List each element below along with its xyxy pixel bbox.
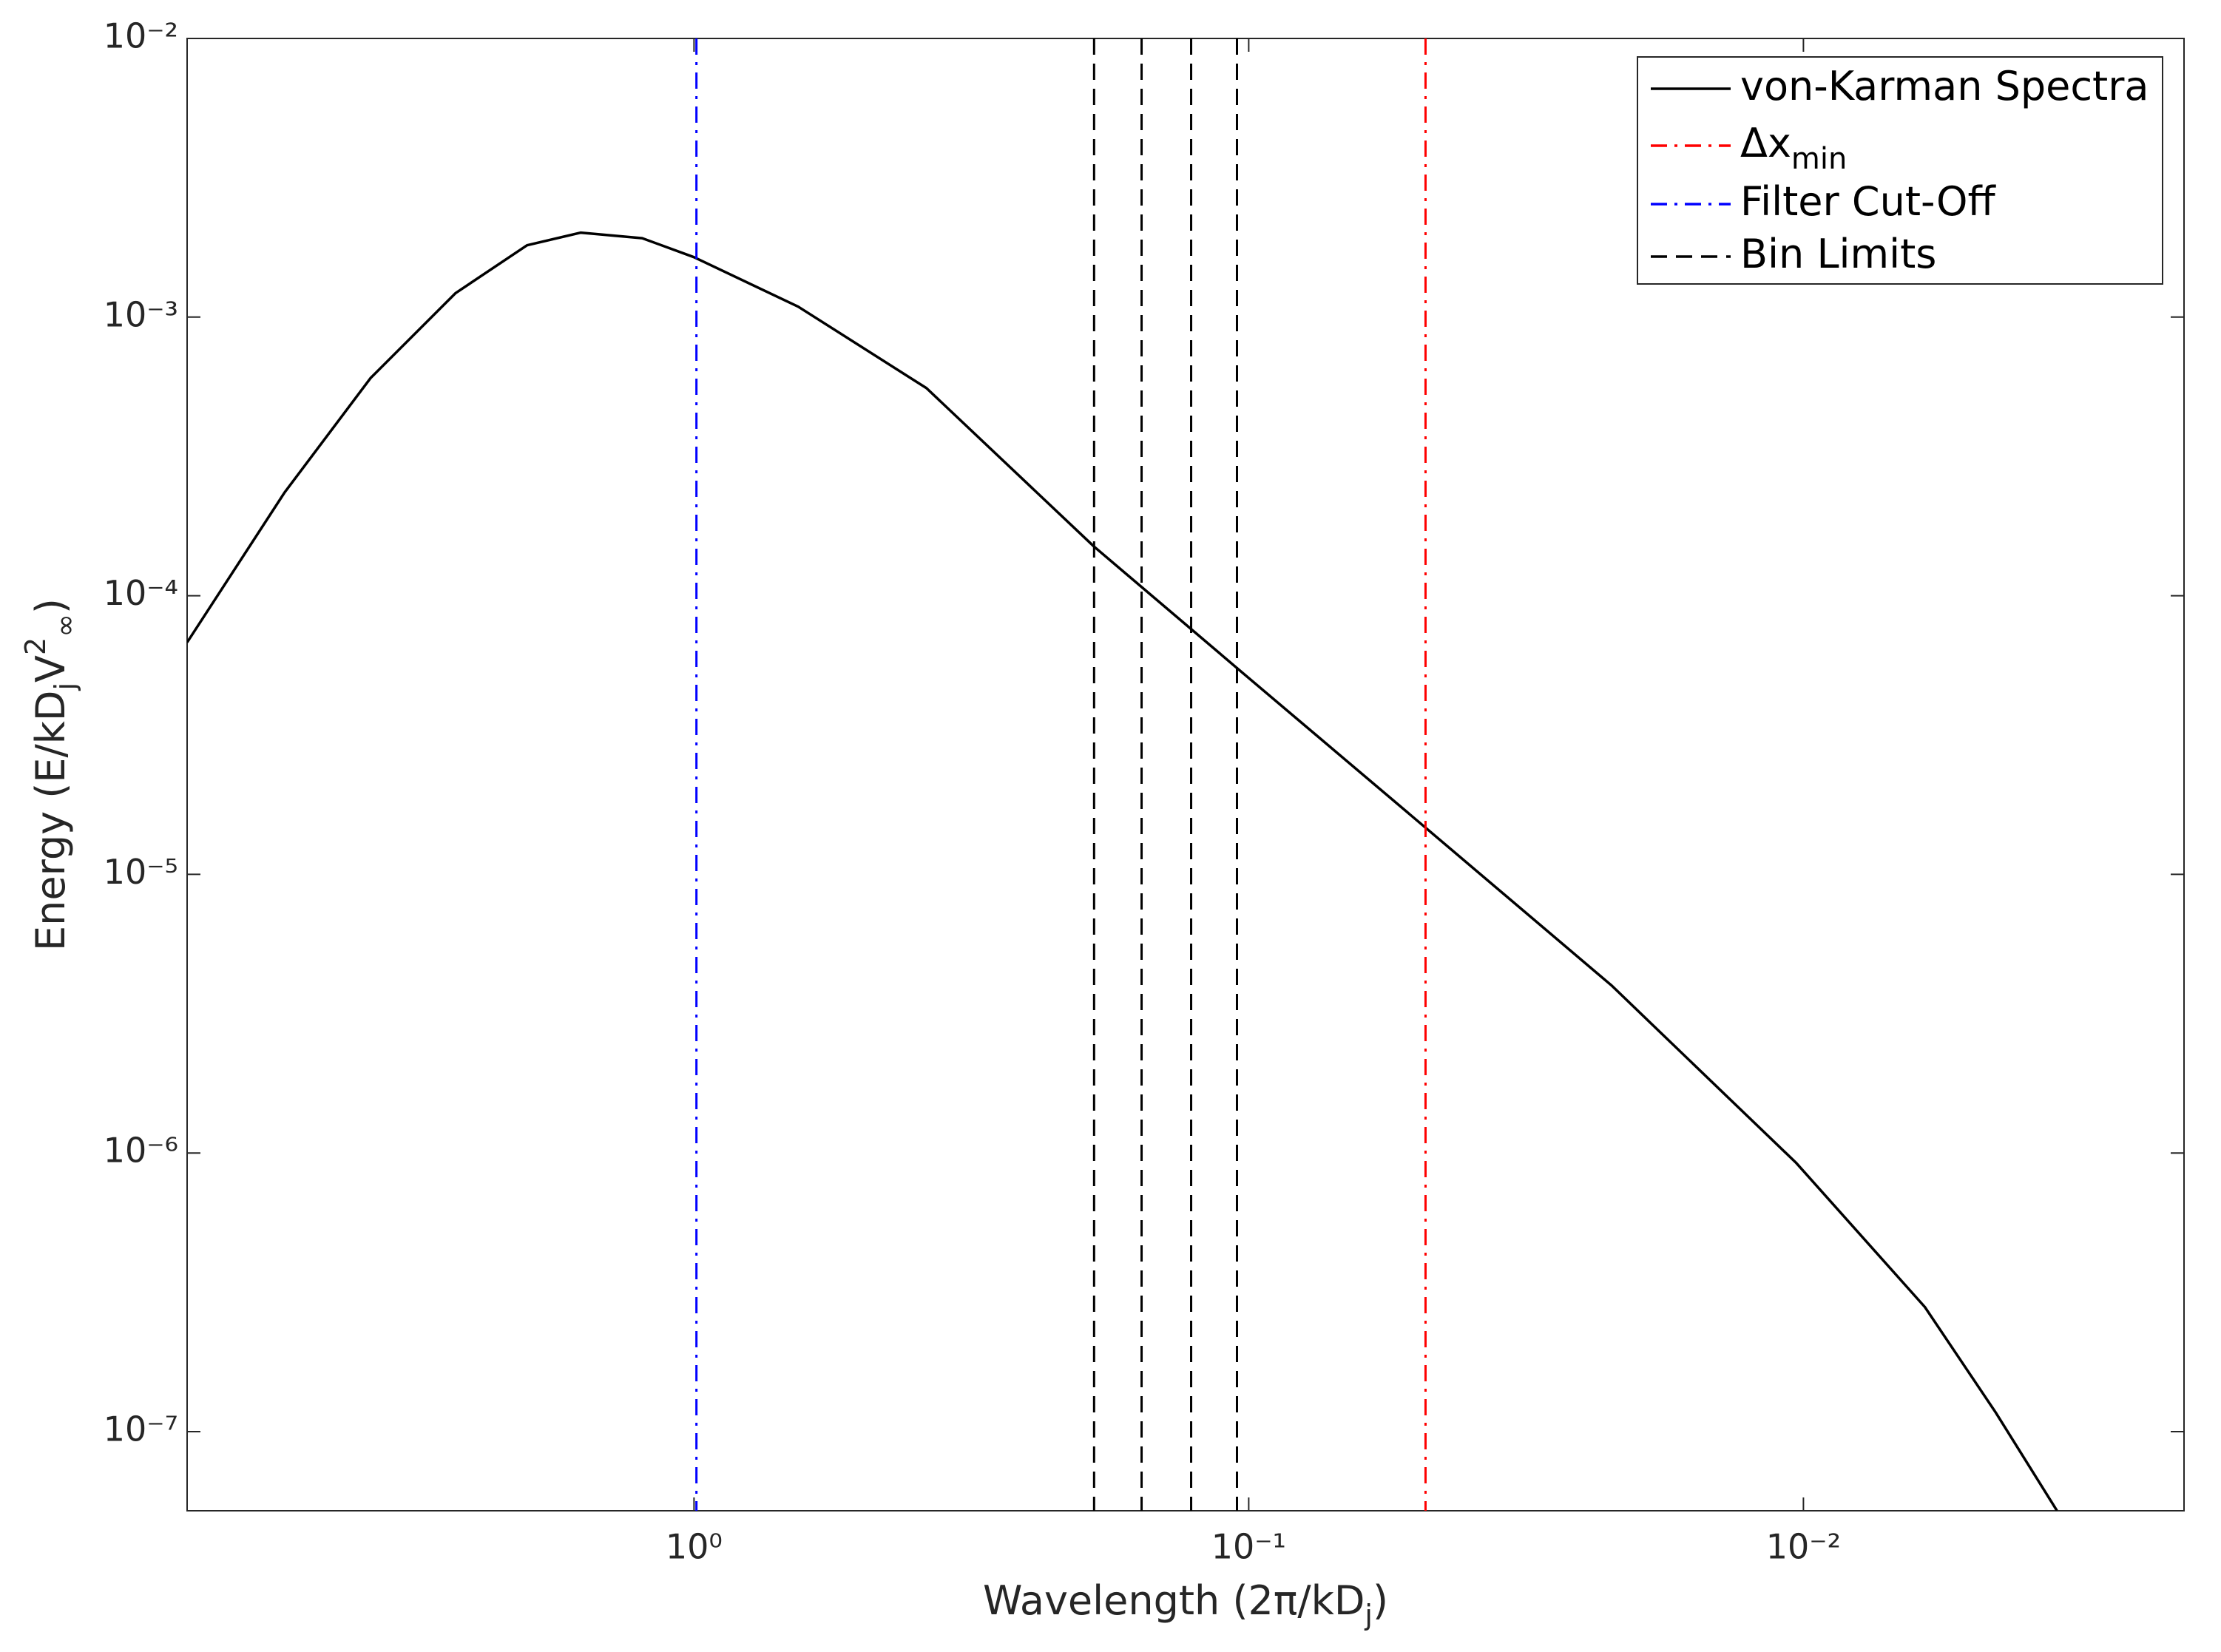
x-axis-label-part: ) [1373,1577,1388,1624]
legend-box [1637,56,2163,285]
legend-label: Δxmin [1740,120,1847,176]
y-tick-label: 10⁻⁵ [104,852,178,892]
x-tick-label: 10⁰ [666,1527,723,1567]
y-tick-label: 10⁻⁶ [104,1131,178,1171]
y-tick-label: 10⁻² [104,16,178,56]
y-tick-label: 10⁻³ [104,294,178,334]
legend-label: Filter Cut-Off [1740,178,1996,225]
legend-name: Bin Limits [1740,231,1936,277]
legend-name: Filter Cut-Off [1740,178,1996,225]
x-tick-label: 10⁻¹ [1211,1527,1286,1567]
y-axis-label-part: j [49,683,81,691]
x-axis-label-part: j [1364,1599,1373,1631]
y-axis-label-part: 2 [19,637,52,655]
y-tick-label: 10⁻⁴ [104,573,178,613]
legend-name: von-Karman Spectra [1740,63,2149,109]
y-axis-label: Energy (E/kDj​V2​∞​) [19,598,81,951]
legend-name: Δx [1740,120,1791,166]
y-axis-label-part: Energy (E/kD [27,690,74,950]
x-tick-label: 10⁻² [1766,1527,1841,1567]
x-axis-label: Wavelength (2π/kDj​) [983,1577,1388,1631]
legend-label: Bin Limits [1740,231,1936,277]
legend-subscript: min [1791,142,1847,176]
x-axis-label-part: Wavelength (2π/kD [983,1577,1365,1624]
y-axis-label-part: ) [27,598,74,614]
y-tick-label: 10⁻⁷ [104,1409,178,1449]
y-axis-label-part: ∞ [49,614,81,637]
legend-label: von-Karman Spectra [1740,63,2149,109]
spectrum-line [187,231,2058,1511]
y-axis-label-part: V [27,655,74,683]
